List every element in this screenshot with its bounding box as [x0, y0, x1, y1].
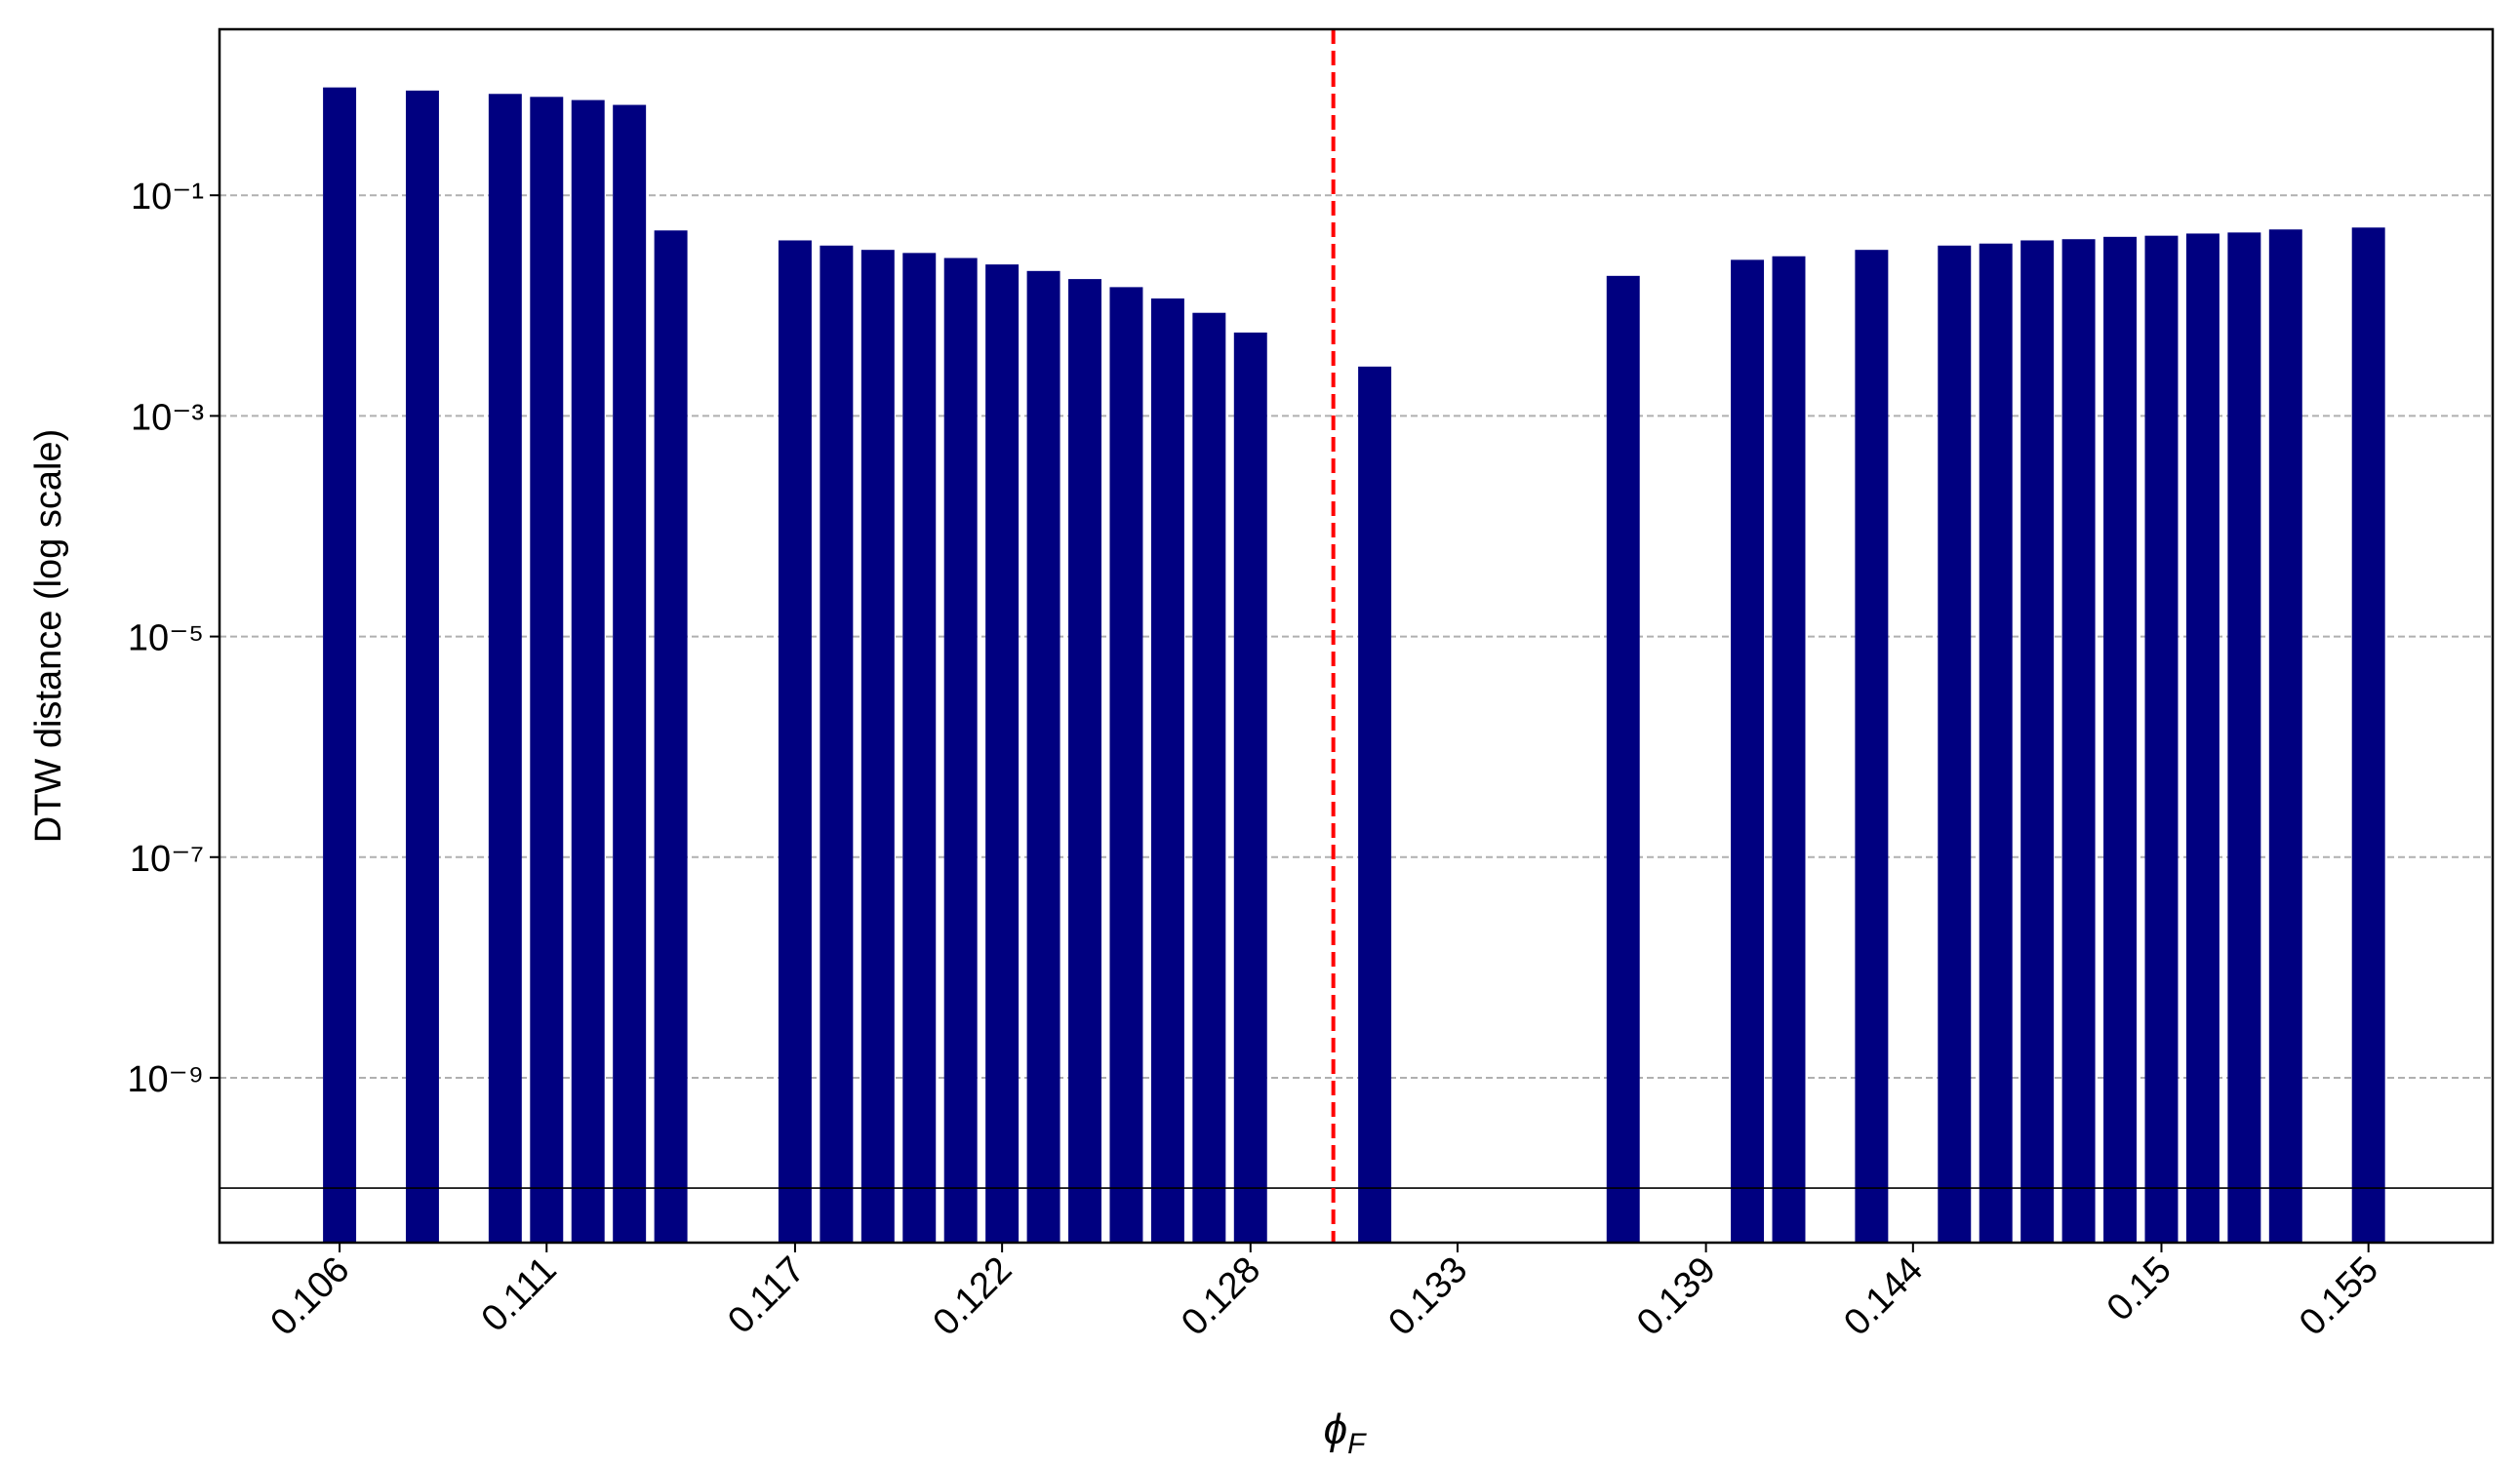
x-tick-label: 0.111 [474, 1249, 565, 1340]
y-tick-label: 10⁻¹ [131, 177, 204, 218]
bar [1233, 332, 1267, 1243]
bar [2020, 240, 2055, 1243]
x-tick-label: 0.15 [2100, 1249, 2180, 1329]
bar [2185, 233, 2220, 1244]
bar [1192, 312, 1226, 1244]
bar [530, 97, 564, 1244]
x-tick-label: 0.139 [1629, 1249, 1724, 1344]
bar [488, 94, 522, 1243]
bar [778, 240, 812, 1243]
bar [654, 230, 688, 1244]
bar [1772, 256, 1806, 1243]
bar [2268, 229, 2302, 1244]
bar [1109, 287, 1143, 1244]
bar [820, 245, 854, 1244]
bar [1731, 259, 1765, 1243]
x-tick-label: 0.122 [926, 1249, 1020, 1344]
bar [2227, 232, 2261, 1244]
y-tick-label: 10⁻⁹ [127, 1059, 204, 1100]
bar [1938, 245, 1972, 1244]
bar [323, 87, 357, 1244]
y-axis-label: DTW distance (log scale) [28, 429, 69, 843]
bar [571, 99, 605, 1243]
bar [1979, 243, 2013, 1243]
bar [2351, 227, 2385, 1244]
bar [2061, 239, 2096, 1244]
x-tick-label: 0.128 [1174, 1249, 1268, 1344]
x-axis-label-sub: F [1347, 1428, 1367, 1460]
x-axis-label-main: ϕ [1324, 1406, 1347, 1453]
bar [1026, 270, 1060, 1243]
bar [1068, 279, 1101, 1244]
bar [2103, 236, 2138, 1243]
plot-frame [218, 27, 2495, 1245]
bar [1855, 250, 1889, 1243]
x-tick-label: 0.106 [263, 1249, 358, 1344]
bar [613, 104, 647, 1244]
bar [1150, 298, 1184, 1243]
bar [1358, 366, 1392, 1244]
x-tick-label: 0.133 [1380, 1249, 1475, 1344]
y-tick-label: 10⁻⁷ [130, 839, 204, 880]
y-tick-label: 10⁻³ [131, 397, 204, 438]
x-tick-label: 0.155 [2292, 1249, 2386, 1344]
bar [943, 258, 978, 1243]
bar [1606, 275, 1640, 1244]
x-tick-label: 0.117 [720, 1249, 813, 1342]
bar [985, 264, 1020, 1243]
x-axis-label: ϕF [1324, 1406, 1367, 1460]
y-tick-label: 10⁻⁵ [128, 618, 204, 659]
bar [902, 253, 937, 1243]
bar [860, 250, 895, 1243]
x-tick-label: 0.144 [1836, 1249, 1931, 1344]
bar [2144, 235, 2179, 1243]
bar [405, 90, 439, 1243]
